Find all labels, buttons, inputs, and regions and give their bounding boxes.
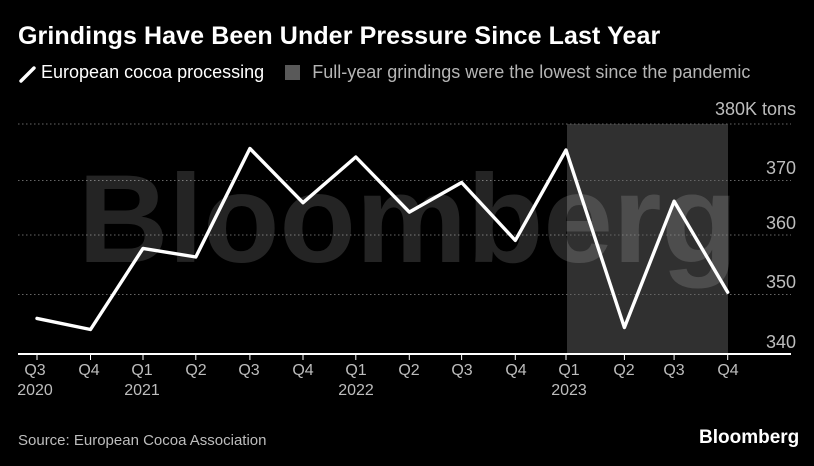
svg-text:Bloomberg: Bloomberg [78,150,738,289]
